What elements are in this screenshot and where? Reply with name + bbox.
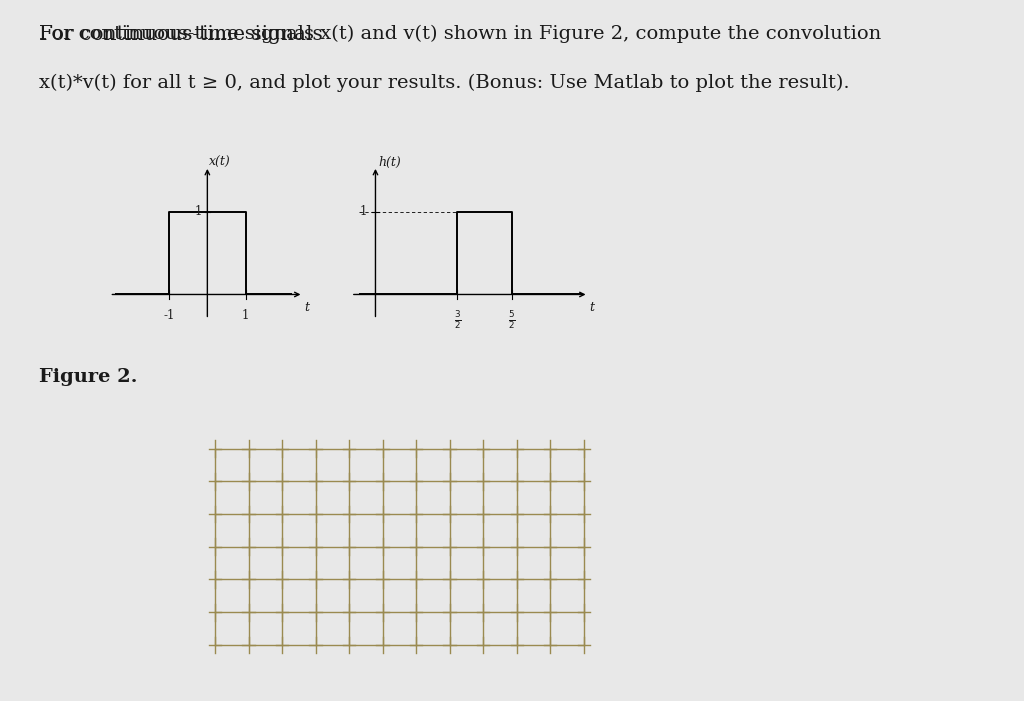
Text: t: t [590,301,595,314]
Text: $\frac{3}{2}$: $\frac{3}{2}$ [454,309,461,332]
Text: h(t): h(t) [378,156,401,168]
Text: t: t [304,301,309,314]
Text: x(t)*v(t) for all t ≥ 0, and plot your results. (Bonus: Use Matlab to plot the r: x(t)*v(t) for all t ≥ 0, and plot your r… [39,74,850,92]
Text: x(t): x(t) [209,156,231,168]
Text: For continuous-time signals: For continuous-time signals [39,25,329,43]
Text: 1: 1 [195,205,202,218]
Text: 1: 1 [359,205,368,218]
Text: -1: -1 [163,309,175,322]
Text: $\frac{5}{2}$: $\frac{5}{2}$ [508,309,516,332]
Text: Figure 2.: Figure 2. [39,368,137,386]
Text: For continuous-time signals x(t) and v(t) shown in Figure 2, compute the convolu: For continuous-time signals x(t) and v(t… [39,25,882,43]
Text: 1: 1 [242,309,250,322]
